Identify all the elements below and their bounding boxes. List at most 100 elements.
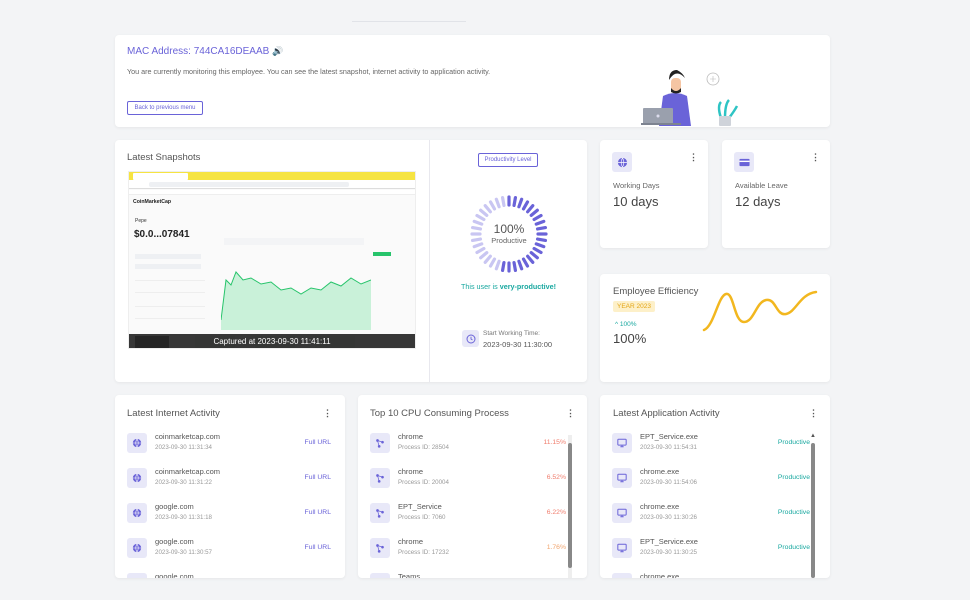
- process-icon: [370, 503, 390, 523]
- gauge-segment: [494, 197, 501, 209]
- application-name: chrome.exe: [640, 467, 680, 476]
- application-status: Productive: [777, 509, 810, 516]
- app-scroll-up-arrow[interactable]: ▲: [810, 433, 816, 439]
- efficiency-sparkline: [702, 290, 818, 332]
- internet-time: 2023-09-30 11:31:18: [155, 514, 212, 521]
- full-url-link[interactable]: Full URL: [304, 544, 331, 551]
- gauge-segment: [526, 204, 535, 214]
- internet-site: google.com: [155, 537, 194, 546]
- gauge-segment: [483, 254, 492, 264]
- cpu-process-row: Teams: [358, 569, 587, 578]
- gauge-segment: [494, 259, 501, 271]
- gauge-segment: [500, 260, 506, 273]
- globe-icon: [127, 433, 147, 453]
- working-days-label: Working Days: [613, 181, 660, 190]
- cpu-process-row: chrome Process ID: 20004 6.52%: [358, 464, 587, 499]
- monitor-icon: [612, 433, 632, 453]
- full-url-link[interactable]: Full URL: [304, 439, 331, 446]
- process-name: chrome: [398, 467, 424, 476]
- monitor-icon: [612, 538, 632, 558]
- application-activity-row: EPT_Service.exe 2023-09-30 11:54:31 Produc…: [600, 429, 830, 464]
- internet-time: 2023-09-30 11:30:57: [155, 549, 212, 556]
- card-icon: [734, 152, 754, 172]
- cpu-process-menu-button[interactable]: ⋮: [566, 408, 575, 418]
- globe-icon: [127, 538, 147, 558]
- application-activity-row: chrome.exe 2023-09-30 11:30:26 Productive: [600, 499, 830, 534]
- process-name: EPT_Service: [398, 502, 442, 511]
- available-leave-menu-button[interactable]: ⋮: [811, 152, 820, 162]
- cpu-process-title: Top 10 CPU Consuming Process: [370, 408, 509, 419]
- speaker-icon: 🔊: [272, 46, 284, 56]
- gauge-segment: [532, 213, 543, 222]
- application-status: Productive: [777, 474, 810, 481]
- productivity-percent: 100%: [493, 222, 525, 236]
- process-id: Process ID: 17232: [398, 549, 449, 556]
- application-name: chrome.exe: [640, 572, 680, 578]
- gauge-segment: [479, 208, 489, 217]
- full-url-link[interactable]: Full URL: [304, 474, 331, 481]
- gauge-segment: [488, 257, 497, 268]
- globe-icon: [127, 573, 147, 578]
- efficiency-title: Employee Efficiency: [613, 286, 699, 297]
- process-cpu-percent: 6.52%: [546, 474, 566, 481]
- internet-activity-row: coinmarketcap.com 2023-09-30 11:31:34 Full…: [115, 429, 345, 464]
- internet-time: 2023-09-30 11:31:34: [155, 444, 212, 451]
- employee-efficiency-card: Employee Efficiency YEAR 2023 ^ 100% 100…: [600, 274, 830, 382]
- gauge-segment: [535, 225, 548, 231]
- efficiency-year-badge: YEAR 2023: [613, 301, 655, 312]
- cpu-process-row: chrome Process ID: 17232 1.76%: [358, 534, 587, 569]
- internet-activity-menu-button[interactable]: ⋮: [323, 408, 332, 418]
- gauge-segment: [529, 208, 539, 217]
- cpu-process-row: chrome Process ID: 28504 11.15%: [358, 429, 587, 464]
- process-icon: [370, 468, 390, 488]
- monitor-icon: [612, 503, 632, 523]
- app-scrollbar[interactable]: [811, 443, 815, 578]
- process-cpu-percent: 1.76%: [546, 544, 566, 551]
- gauge-segment: [475, 246, 486, 255]
- application-activity-title: Latest Application Activity: [613, 408, 720, 419]
- gauge-segment: [521, 257, 530, 268]
- monitoring-description: You are currently monitoring this employ…: [127, 67, 491, 76]
- process-name: Teams: [398, 572, 421, 578]
- application-time: 2023-09-30 11:54:31: [640, 444, 697, 451]
- snapshot-price-chart: [221, 271, 371, 330]
- snapshots-card: Latest Snapshots CoinMarketCap Pepe $0.0…: [115, 140, 587, 382]
- snapshot-coin: Pepe: [135, 218, 147, 224]
- snapshot-brand: CoinMarketCap: [133, 199, 172, 205]
- internet-site: coinmarketcap.com: [155, 432, 221, 441]
- gauge-segment: [534, 219, 546, 226]
- full-url-link[interactable]: Full URL: [304, 509, 331, 516]
- process-cpu-percent: 11.15%: [543, 439, 566, 446]
- gauge-segment: [526, 254, 535, 264]
- back-button[interactable]: Back to previous menu: [127, 101, 203, 115]
- process-id: Process ID: 20004: [398, 479, 449, 486]
- application-status: Productive: [777, 544, 810, 551]
- mac-address-title: MAC Address: 744CA16DEAAB 🔊: [127, 46, 284, 57]
- working-days-menu-button[interactable]: ⋮: [689, 152, 698, 162]
- snapshot-image[interactable]: CoinMarketCap Pepe $0.0...07841 Captured…: [128, 171, 416, 349]
- internet-activity-row: coinmarketcap.com 2023-09-30 11:31:22 Full…: [115, 464, 345, 499]
- clock-icon: [462, 330, 479, 347]
- application-activity-row: chrome.exe 2023-09-30 11:54:06 Productive: [600, 464, 830, 499]
- process-icon: [370, 433, 390, 453]
- gauge-segment: [517, 259, 524, 271]
- gauge-segment: [529, 251, 539, 260]
- internet-time: 2023-09-30 11:31:22: [155, 479, 212, 486]
- top-divider: [352, 21, 466, 22]
- snapshot-tab: [133, 173, 188, 180]
- gauge-segment: [470, 237, 483, 243]
- cpu-scrollbar[interactable]: [568, 443, 572, 568]
- process-icon: [370, 538, 390, 558]
- productivity-gauge: [470, 195, 548, 273]
- process-id: Process ID: 7060: [398, 514, 446, 521]
- application-activity-menu-button[interactable]: ⋮: [809, 408, 818, 418]
- cpu-process-card: Top 10 CPU Consuming Process ⋮ chrome Pro…: [358, 395, 587, 578]
- efficiency-value: 100%: [613, 331, 647, 346]
- productivity-level-badge[interactable]: Productivity Level: [478, 153, 538, 167]
- efficiency-change: ^ 100%: [615, 321, 637, 328]
- available-leave-label: Available Leave: [735, 181, 788, 190]
- process-cpu-percent: 6.22%: [546, 509, 566, 516]
- gauge-segment: [500, 195, 506, 208]
- available-leave-card: ⋮ Available Leave 12 days: [722, 140, 830, 248]
- start-time-label: Start Working Time:: [483, 330, 540, 337]
